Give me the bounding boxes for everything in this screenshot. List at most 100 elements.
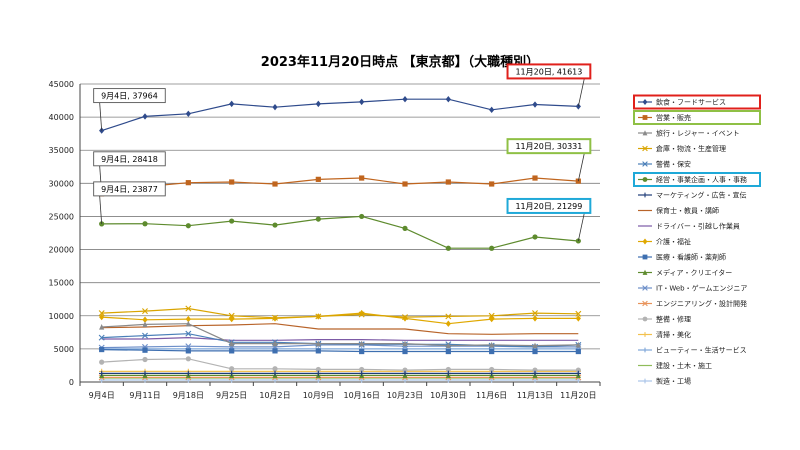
point-marker — [359, 370, 365, 376]
point-marker — [315, 100, 321, 108]
callout-leader — [577, 153, 585, 182]
point-marker — [642, 130, 648, 136]
point-marker — [359, 175, 365, 181]
point-marker — [185, 343, 192, 350]
point-marker — [642, 300, 648, 307]
y-tick-label: 15000 — [49, 279, 74, 288]
y-tick-label: 25000 — [49, 212, 74, 221]
legend-item: 製造・工場 — [638, 377, 691, 386]
axes: 0 5000 10000 15000 20000 25000 30000 35000 40000… — [49, 80, 601, 400]
point-marker — [532, 101, 538, 108]
chart-title: 2023年11月20日時点 【東京都】（大職種別） — [261, 54, 539, 70]
point-marker — [359, 213, 365, 220]
point-marker — [445, 370, 451, 376]
point-marker — [532, 234, 538, 240]
point-marker — [185, 180, 191, 186]
callout-leader — [577, 212, 585, 242]
point-marker — [315, 176, 321, 182]
legend-item: 介護・福祉 — [638, 237, 691, 246]
point-marker — [359, 366, 365, 373]
point-marker — [575, 377, 581, 383]
point-marker — [272, 366, 278, 372]
x-tick-label: 10月9日 — [303, 391, 334, 400]
point-marker — [185, 330, 192, 337]
point-marker — [98, 334, 105, 341]
data-label-callout: 9月4日, 23877 — [93, 181, 166, 224]
point-marker — [142, 308, 148, 315]
point-marker — [489, 348, 495, 355]
legend-label: 整備・修理 — [656, 315, 691, 324]
x-tick-label: 10月2日 — [259, 391, 290, 400]
y-tick-label: 20000 — [49, 246, 74, 255]
point-marker — [402, 348, 408, 355]
point-marker — [315, 313, 322, 320]
point-marker — [402, 340, 408, 347]
point-marker — [99, 370, 105, 376]
y-tick-label: 30000 — [49, 179, 74, 188]
series-5 — [99, 213, 581, 251]
point-marker — [575, 315, 581, 322]
point-marker — [272, 314, 278, 321]
series-line — [101, 323, 579, 335]
grid-lines — [80, 83, 600, 383]
legend-label: 医療・看護師・薬剤師 — [656, 253, 726, 262]
callout-leader — [99, 102, 103, 131]
legend-item: 飲食・フードサービス — [638, 98, 726, 107]
legend-label: マーケティング・広告・宣伝 — [656, 191, 746, 200]
callout-leader — [577, 78, 585, 107]
point-marker — [185, 305, 192, 312]
point-marker — [228, 312, 235, 319]
point-marker — [642, 238, 648, 245]
series-line — [101, 349, 579, 353]
legend-item: 保育士・教員・講師 — [638, 206, 719, 215]
point-marker — [642, 254, 648, 260]
data-label-callout: 11月20日, 30331 — [506, 138, 592, 182]
point-marker — [99, 346, 105, 353]
series-line — [101, 323, 579, 347]
callout-box — [93, 181, 166, 197]
data-label-callout: 11月20日, 41613 — [506, 63, 592, 107]
point-marker — [142, 316, 148, 323]
data-label: 9月4日, 23877 — [101, 185, 158, 194]
legend-label: メディア・クリエイター — [656, 268, 732, 277]
legend-item: 建設・土木・施工 — [638, 361, 712, 370]
point-marker — [575, 367, 581, 373]
point-marker — [99, 324, 105, 330]
point-marker — [229, 179, 235, 185]
series-0 — [99, 96, 581, 134]
series-layer — [98, 96, 582, 383]
series-line — [101, 177, 579, 195]
data-label: 11月20日, 21299 — [515, 202, 582, 211]
point-marker — [575, 341, 581, 348]
y-tick-label: 40000 — [49, 113, 74, 122]
point-marker — [489, 341, 495, 348]
point-marker — [315, 370, 321, 376]
legend-label: ドライバー・引越し作業員 — [656, 222, 740, 231]
legend-label: IT・Web・ゲームエンジニア — [656, 284, 747, 293]
point-marker — [229, 370, 235, 376]
x-tick-label: 11月6日 — [476, 391, 507, 400]
legend-label: 旅行・レジャー・イベント — [656, 129, 740, 138]
series-7 — [101, 323, 579, 335]
point-marker — [489, 245, 495, 251]
point-marker — [489, 366, 495, 373]
legend-label: 建設・土木・施工 — [656, 361, 712, 370]
x-tick-label: 10月30日 — [430, 391, 466, 400]
series-14 — [99, 356, 581, 373]
legend-item: 経営・事業企画・人事・事務 — [638, 175, 747, 184]
point-marker — [185, 356, 191, 362]
point-marker — [229, 366, 235, 372]
point-marker — [532, 370, 538, 376]
point-marker — [642, 99, 648, 105]
point-marker — [272, 370, 278, 376]
point-marker — [315, 216, 321, 222]
point-marker — [402, 367, 408, 373]
callout-leader — [99, 195, 103, 224]
point-marker — [445, 179, 451, 185]
point-marker — [359, 98, 365, 106]
series-line — [101, 307, 579, 319]
x-tick-label: 10月16日 — [343, 391, 379, 400]
legend-item: ドライバー・引越し作業員 — [638, 222, 740, 231]
point-marker — [142, 347, 148, 353]
